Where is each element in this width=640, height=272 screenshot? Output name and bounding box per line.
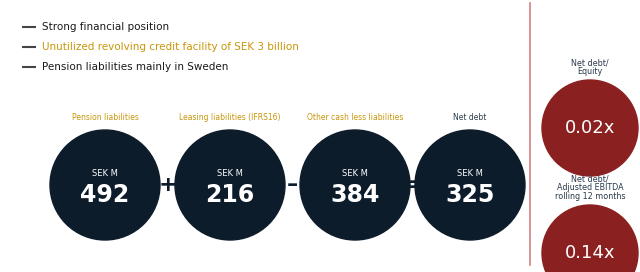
Text: Pension liabilities mainly in Sweden: Pension liabilities mainly in Sweden (42, 62, 228, 72)
Text: SEK M: SEK M (457, 168, 483, 178)
Text: 325: 325 (445, 183, 495, 207)
Text: Net debt/: Net debt/ (571, 174, 609, 183)
Text: =: = (403, 175, 422, 195)
Text: rolling 12 months: rolling 12 months (555, 192, 625, 201)
Circle shape (50, 130, 160, 240)
Text: Adjusted EBITDA: Adjusted EBITDA (557, 183, 623, 192)
Text: Pension liabilities: Pension liabilities (72, 113, 138, 122)
Text: Leasing liabilities (IFRS16): Leasing liabilities (IFRS16) (179, 113, 281, 122)
Text: +: + (158, 175, 177, 195)
Circle shape (542, 80, 638, 176)
Text: SEK M: SEK M (217, 168, 243, 178)
Text: SEK M: SEK M (92, 168, 118, 178)
Text: Unutilized revolving credit facility of SEK 3 billion: Unutilized revolving credit facility of … (42, 42, 299, 52)
Text: Other cash less liabilities: Other cash less liabilities (307, 113, 403, 122)
Text: 0.14x: 0.14x (564, 244, 615, 262)
Text: SEK M: SEK M (342, 168, 368, 178)
Circle shape (300, 130, 410, 240)
Text: 492: 492 (81, 183, 130, 207)
Circle shape (415, 130, 525, 240)
Text: Net debt: Net debt (453, 113, 486, 122)
Text: Net debt/: Net debt/ (571, 58, 609, 67)
Text: Equity: Equity (577, 67, 603, 76)
Text: 0.02x: 0.02x (565, 119, 615, 137)
Text: 384: 384 (330, 183, 380, 207)
Text: 216: 216 (205, 183, 255, 207)
Circle shape (175, 130, 285, 240)
Circle shape (542, 205, 638, 272)
Text: Strong financial position: Strong financial position (42, 22, 169, 32)
Text: –: – (287, 175, 298, 195)
